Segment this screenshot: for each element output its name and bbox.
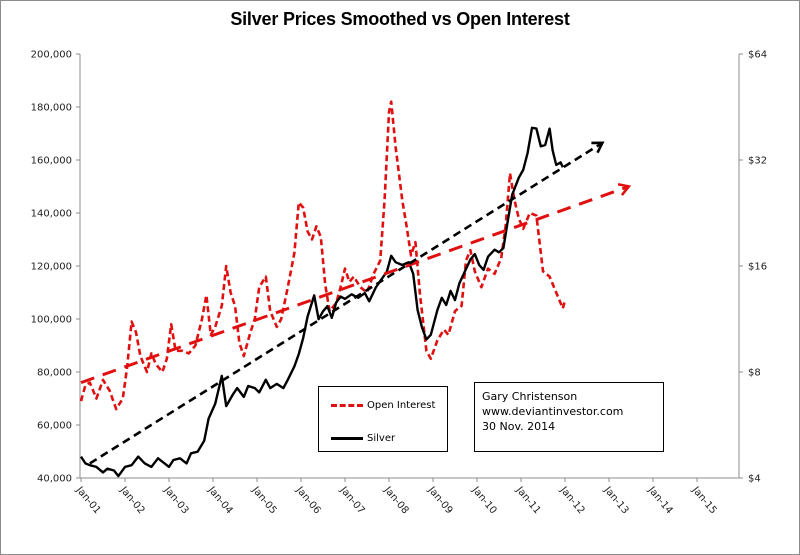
legend-swatch-open-interest	[331, 404, 363, 407]
x-tick-label: Jan-10	[469, 484, 498, 516]
y-left-tick-label: 60,000	[37, 421, 72, 432]
author-annotation: Gary Christenson www.deviantinvestor.com…	[474, 382, 664, 452]
legend-label-open-interest: Open Interest	[367, 400, 436, 411]
x-tick-label: Jan-02	[117, 484, 146, 516]
x-tick-label: Jan-07	[337, 484, 366, 516]
y-left-tick-label: 180,000	[31, 103, 72, 114]
y-left-tick-label: 100,000	[31, 315, 72, 326]
x-tick-label: Jan-09	[425, 484, 454, 516]
legend-entry-silver: Silver	[331, 433, 395, 444]
y-left-tick-label: 160,000	[31, 156, 72, 167]
y-right-tick-label: $64	[748, 50, 767, 61]
series-group	[79, 100, 632, 478]
x-tick-label: Jan-05	[249, 484, 278, 516]
y-left-tick-label: 40,000	[37, 474, 72, 485]
x-tick-label: Jan-11	[513, 484, 542, 516]
open-interest-trend-arrowhead	[617, 182, 632, 196]
x-tick-label: Jan-04	[205, 484, 234, 516]
legend: Open Interest Silver	[318, 386, 448, 452]
silver-trend-line	[89, 141, 604, 465]
y-right-tick-label: $4	[748, 474, 761, 485]
x-tick-label: Jan-13	[601, 484, 630, 516]
legend-swatch-silver	[331, 437, 363, 440]
annotation-date: 30 Nov. 2014	[482, 420, 556, 433]
x-tick-label: Jan-14	[645, 484, 674, 516]
legend-label-silver: Silver	[367, 433, 396, 444]
open-interest-series-line	[79, 100, 567, 411]
y-right-tick-label: $8	[748, 368, 761, 379]
y-right-tick-label: $16	[748, 262, 767, 273]
x-tick-label: Jan-12	[557, 484, 586, 516]
x-tick-label: Jan-06	[293, 484, 322, 516]
silver-trend-arrowhead	[591, 141, 605, 154]
chart-title: Silver Prices Smoothed vs Open Interest	[230, 9, 570, 29]
x-tick-label: Jan-15	[689, 484, 718, 516]
silver-series-line	[79, 126, 564, 478]
x-tick-label: Jan-01	[73, 484, 102, 516]
annotation-website: www.deviantinvestor.com	[482, 405, 624, 418]
y-left-tick-label: 200,000	[31, 50, 72, 61]
y-right-tick-label: $32	[748, 156, 767, 167]
y-left-tick-label: 140,000	[31, 209, 72, 220]
open-interest-trend-line	[80, 185, 630, 385]
annotation-author: Gary Christenson	[482, 390, 578, 403]
y-left-tick-label: 80,000	[37, 368, 72, 379]
legend-entry-open-interest: Open Interest	[331, 400, 435, 411]
x-tick-label: Jan-03	[161, 484, 190, 516]
y-left-tick-label: 120,000	[31, 262, 72, 273]
x-tick-label: Jan-08	[381, 484, 410, 516]
